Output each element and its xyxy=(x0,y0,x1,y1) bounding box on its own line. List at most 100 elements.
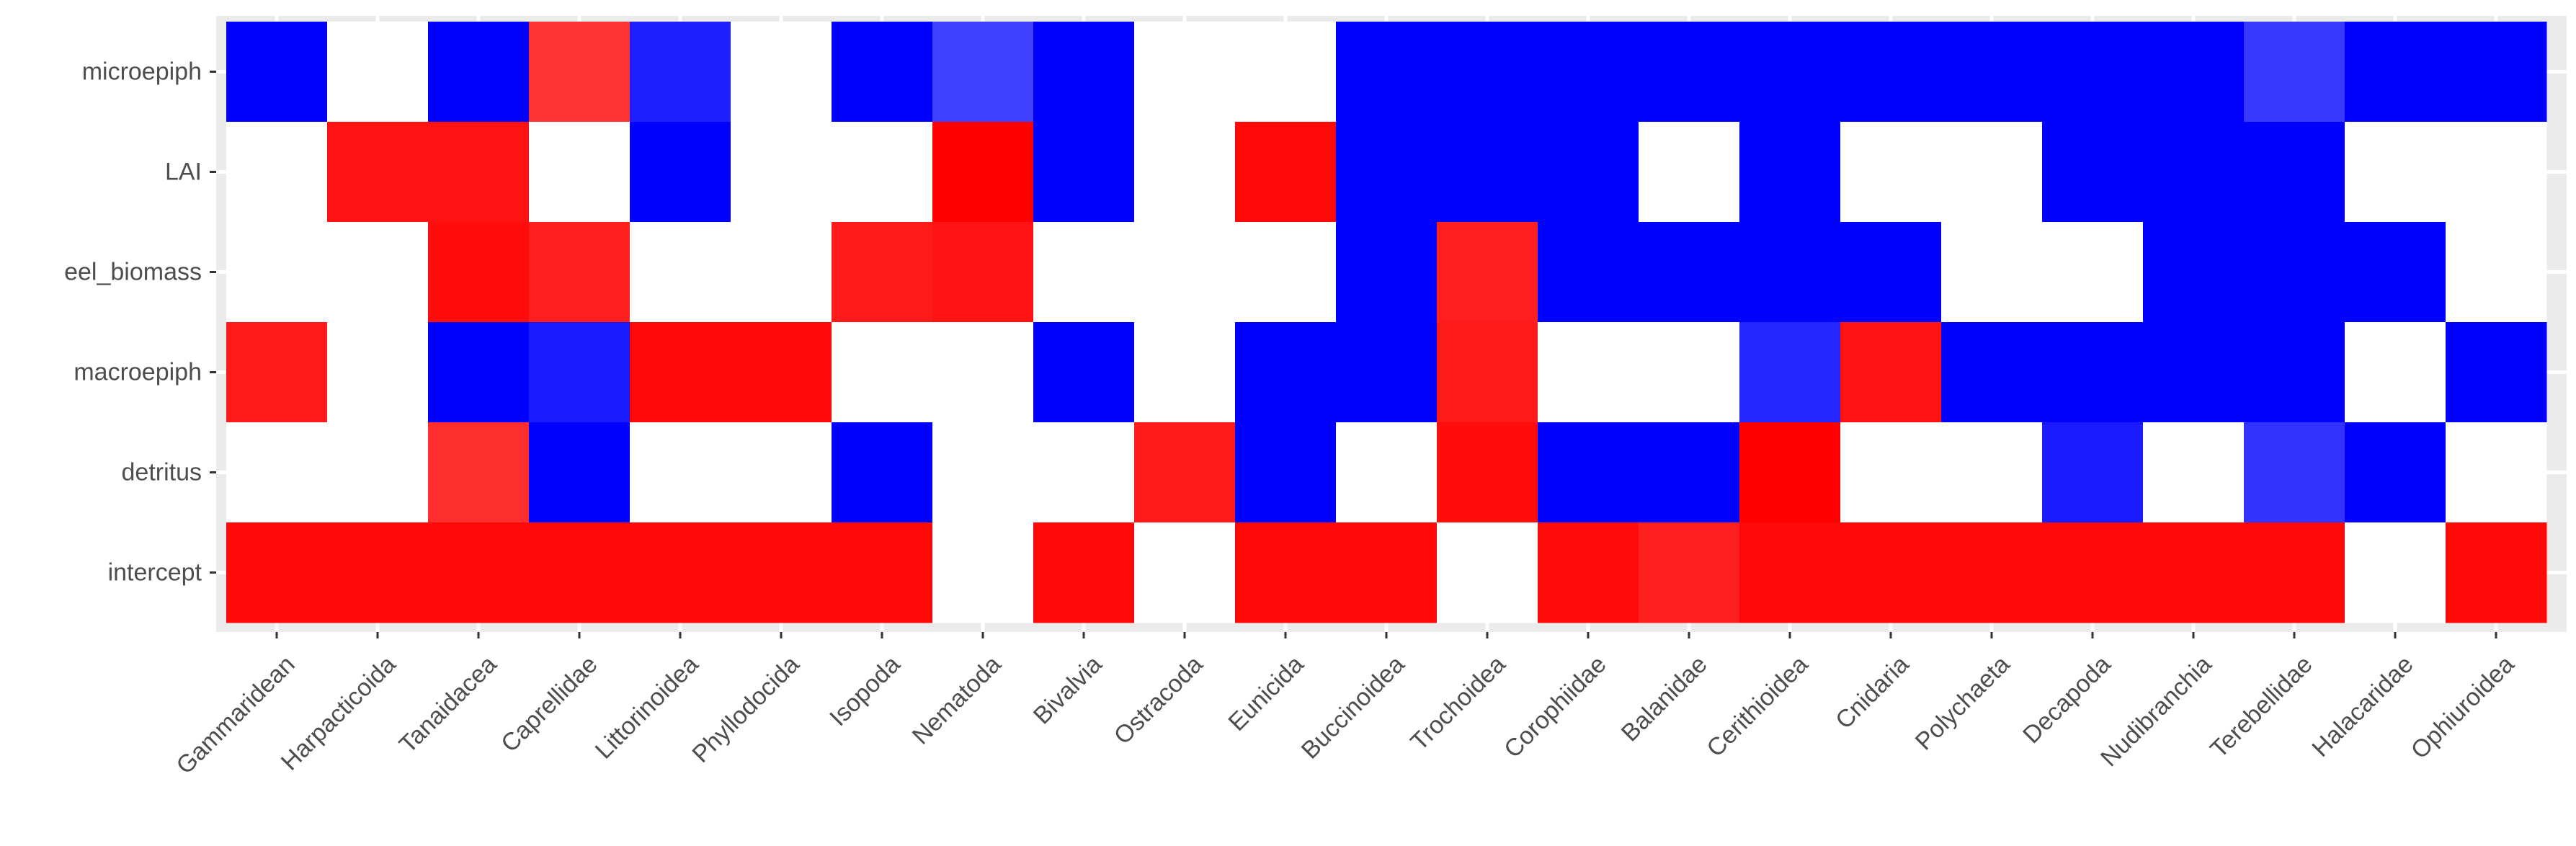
heatmap-cell-detritus-Balanidae xyxy=(1639,422,1740,523)
heatmap-cell-intercept-Phyllodocida xyxy=(731,522,832,623)
heatmap-cell-LAI-Nudibranchia xyxy=(2143,122,2245,223)
x-tick-label-Littorinoidea: Littorinoidea xyxy=(590,651,704,765)
heatmap-cell-macroepiph-Tanaidacea xyxy=(428,322,530,423)
heatmap-cell-macroepiph-Caprellidae xyxy=(529,322,630,423)
heatmap-cell-eel_biomass-Littorinoidea xyxy=(630,222,731,323)
heatmap-cell-detritus-Eunicida xyxy=(1235,422,1337,523)
heatmap-cell-detritus-Harpacticoida xyxy=(327,422,429,523)
x-tick-label-Buccinoidea: Buccinoidea xyxy=(1296,651,1410,765)
heatmap-cell-LAI-Isopoda xyxy=(832,122,933,223)
heatmap-cell-LAI-Littorinoidea xyxy=(630,122,731,223)
heatmap-cell-detritus-Nudibranchia xyxy=(2143,422,2245,523)
heatmap-cell-detritus-Caprellidae xyxy=(529,422,630,523)
heatmap-cell-detritus-Gammaridean xyxy=(226,422,328,523)
heatmap-cell-macroepiph-Isopoda xyxy=(832,322,933,423)
heatmap-cell-intercept-Eunicida xyxy=(1235,522,1337,623)
heatmap-cell-detritus-Decapoda xyxy=(2042,422,2144,523)
heatmap-cell-LAI-Polychaeta xyxy=(1941,122,2043,223)
heatmap-cell-intercept-Harpacticoida xyxy=(327,522,429,623)
heatmap-cell-LAI-Halacaridae xyxy=(2345,122,2446,223)
heatmap-cell-LAI-Ostracoda xyxy=(1134,122,1236,223)
heatmap-cell-macroepiph-Ostracoda xyxy=(1134,322,1236,423)
heatmap-cell-detritus-Cerithioidea xyxy=(1739,422,1841,523)
x-tick-label-Decapoda: Decapoda xyxy=(2018,651,2116,749)
heatmap-cell-macroepiph-Cerithioidea xyxy=(1739,322,1841,423)
heatmap-cell-microepiph-Harpacticoida xyxy=(327,22,429,123)
heatmap-cell-intercept-Corophiidae xyxy=(1538,522,1639,623)
heatmap-cell-LAI-Ophiuroidea xyxy=(2446,122,2547,223)
heatmap-cell-detritus-Tanaidacea xyxy=(428,422,530,523)
heatmap-cell-eel_biomass-Balanidae xyxy=(1639,222,1740,323)
heatmap-cell-LAI-Tanaidacea xyxy=(428,122,530,223)
x-axis: GammarideanHarpacticoidaTanaidaceaCaprel… xyxy=(171,632,2520,780)
heatmap-cell-microepiph-Terebellidae xyxy=(2244,22,2345,123)
heatmap-cell-macroepiph-Terebellidae xyxy=(2244,322,2345,423)
heatmap-cell-eel_biomass-Bivalvia xyxy=(1033,222,1135,323)
heatmap-cell-detritus-Ophiuroidea xyxy=(2446,422,2547,523)
heatmap-cell-detritus-Phyllodocida xyxy=(731,422,832,523)
y-tick-label-detritus: detritus xyxy=(122,459,202,486)
heatmap-cell-intercept-Decapoda xyxy=(2042,522,2144,623)
heatmap-cell-microepiph-Caprellidae xyxy=(529,22,630,123)
x-tick-label-Trochoidea: Trochoidea xyxy=(1405,651,1510,756)
heatmap-cell-eel_biomass-Cnidaria xyxy=(1840,222,1942,323)
heatmap-cell-LAI-Eunicida xyxy=(1235,122,1337,223)
heatmap-cell-microepiph-Halacaridae xyxy=(2345,22,2446,123)
heatmap-cell-detritus-Nematoda xyxy=(932,422,1034,523)
heatmap-cell-eel_biomass-Isopoda xyxy=(832,222,933,323)
heatmap-cell-macroepiph-Polychaeta xyxy=(1941,322,2043,423)
x-tick-label-Tanaidacea: Tanaidacea xyxy=(394,651,502,759)
heatmap-cell-microepiph-Corophiidae xyxy=(1538,22,1639,123)
heatmap-cell-detritus-Littorinoidea xyxy=(630,422,731,523)
heatmap-cell-microepiph-Nematoda xyxy=(932,22,1034,123)
heatmap-cell-macroepiph-Gammaridean xyxy=(226,322,328,423)
heatmap-cell-intercept-Littorinoidea xyxy=(630,522,731,623)
heatmap-cell-detritus-Isopoda xyxy=(832,422,933,523)
x-tick-label-Cerithioidea: Cerithioidea xyxy=(1701,651,1813,762)
x-tick-label-Balanidae: Balanidae xyxy=(1616,651,1713,747)
heatmap-cell-microepiph-Isopoda xyxy=(832,22,933,123)
heatmap-cell-LAI-Trochoidea xyxy=(1437,122,1538,223)
heatmap-cell-eel_biomass-Terebellidae xyxy=(2244,222,2345,323)
heatmap-cell-detritus-Bivalvia xyxy=(1033,422,1135,523)
heatmap-cell-macroepiph-Nudibranchia xyxy=(2143,322,2245,423)
x-tick-label-Isopoda: Isopoda xyxy=(824,651,905,731)
heatmap-cell-eel_biomass-Nudibranchia xyxy=(2143,222,2245,323)
heatmap-cell-macroepiph-Halacaridae xyxy=(2345,322,2446,423)
heatmap-cell-detritus-Terebellidae xyxy=(2244,422,2345,523)
heatmap-cell-eel_biomass-Decapoda xyxy=(2042,222,2144,323)
heatmap-cell-eel_biomass-Polychaeta xyxy=(1941,222,2043,323)
heatmap-cell-macroepiph-Harpacticoida xyxy=(327,322,429,423)
heatmap-cell-microepiph-Cerithioidea xyxy=(1739,22,1841,123)
heatmap-cell-LAI-Bivalvia xyxy=(1033,122,1135,223)
heatmap-cell-eel_biomass-Corophiidae xyxy=(1538,222,1639,323)
heatmap-cell-microepiph-Tanaidacea xyxy=(428,22,530,123)
heatmap-cell-macroepiph-Bivalvia xyxy=(1033,322,1135,423)
heatmap-cell-macroepiph-Buccinoidea xyxy=(1336,322,1438,423)
heatmap-cell-intercept-Buccinoidea xyxy=(1336,522,1438,623)
heatmap-cell-microepiph-Trochoidea xyxy=(1437,22,1538,123)
y-tick-label-macroepiph: macroepiph xyxy=(73,359,202,386)
y-tick-label-LAI: LAI xyxy=(165,159,202,186)
heatmap-cell-detritus-Trochoidea xyxy=(1437,422,1538,523)
heatmap-cell-eel_biomass-Nematoda xyxy=(932,222,1034,323)
x-tick-label-Nematoda: Nematoda xyxy=(907,651,1007,750)
heatmap-cell-LAI-Nematoda xyxy=(932,122,1034,223)
heatmap-cell-macroepiph-Balanidae xyxy=(1639,322,1740,423)
heatmap-cell-intercept-Caprellidae xyxy=(529,522,630,623)
x-tick-label-Eunicida: Eunicida xyxy=(1224,651,1309,736)
heatmap-cell-intercept-Ostracoda xyxy=(1134,522,1236,623)
y-tick-label-eel_biomass: eel_biomass xyxy=(64,259,202,286)
heatmap-cell-eel_biomass-Ostracoda xyxy=(1134,222,1236,323)
x-tick-label-Bivalvia: Bivalvia xyxy=(1028,651,1107,730)
heatmap-cell-LAI-Corophiidae xyxy=(1538,122,1639,223)
heatmap-cell-eel_biomass-Caprellidae xyxy=(529,222,630,323)
heatmap-cell-LAI-Terebellidae xyxy=(2244,122,2345,223)
heatmap-cell-eel_biomass-Cerithioidea xyxy=(1739,222,1841,323)
heatmap-cell-LAI-Cnidaria xyxy=(1840,122,1942,223)
heatmap-cell-macroepiph-Ophiuroidea xyxy=(2446,322,2547,423)
heatmap-cell-macroepiph-Eunicida xyxy=(1235,322,1337,423)
x-tick-label-Phyllodocida: Phyllodocida xyxy=(687,651,804,768)
heatmap-cell-microepiph-Nudibranchia xyxy=(2143,22,2245,123)
heatmap-cell-microepiph-Phyllodocida xyxy=(731,22,832,123)
